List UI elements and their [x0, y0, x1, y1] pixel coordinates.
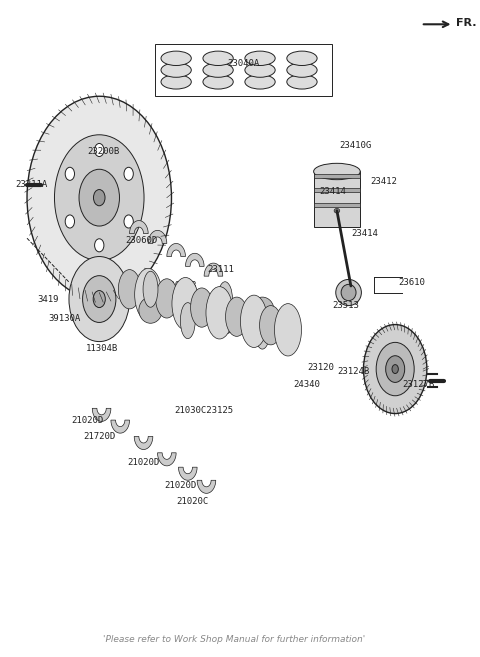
Circle shape [363, 325, 427, 413]
Text: 23412: 23412 [370, 177, 397, 186]
Ellipse shape [156, 279, 178, 318]
Text: 23124B: 23124B [337, 367, 370, 376]
Text: 39130A: 39130A [48, 314, 81, 323]
Text: 23414: 23414 [319, 187, 346, 196]
Ellipse shape [217, 282, 232, 318]
Ellipse shape [245, 63, 275, 78]
Polygon shape [157, 453, 176, 466]
FancyBboxPatch shape [313, 171, 360, 227]
Ellipse shape [203, 75, 233, 89]
Ellipse shape [139, 297, 162, 323]
Ellipse shape [313, 164, 360, 179]
Ellipse shape [161, 75, 192, 89]
Polygon shape [204, 263, 223, 276]
Ellipse shape [214, 307, 237, 334]
Ellipse shape [161, 63, 192, 78]
Text: 21030C23125: 21030C23125 [175, 406, 234, 415]
Circle shape [93, 290, 105, 307]
Text: 21020C: 21020C [176, 497, 209, 507]
Circle shape [124, 215, 133, 228]
Ellipse shape [251, 297, 274, 323]
Ellipse shape [206, 286, 233, 339]
Ellipse shape [245, 51, 275, 66]
Ellipse shape [203, 51, 233, 66]
Bar [313, 203, 360, 207]
Polygon shape [179, 467, 197, 480]
Text: 3419: 3419 [37, 294, 59, 304]
Ellipse shape [287, 51, 317, 66]
Text: 23414: 23414 [351, 229, 378, 238]
Text: 21020D: 21020D [127, 458, 160, 467]
Polygon shape [197, 480, 216, 493]
Polygon shape [134, 436, 153, 449]
FancyBboxPatch shape [155, 44, 332, 97]
Text: 23060B: 23060B [165, 281, 197, 290]
Ellipse shape [287, 75, 317, 89]
Circle shape [79, 170, 120, 226]
Text: 23127B: 23127B [402, 380, 434, 388]
Circle shape [69, 256, 130, 342]
Text: 11304B: 11304B [85, 344, 118, 353]
Text: 21720D: 21720D [83, 432, 115, 441]
Text: 23060B: 23060B [188, 301, 220, 310]
Circle shape [83, 276, 116, 323]
Bar [313, 174, 360, 178]
Text: 23060B: 23060B [204, 317, 237, 327]
Ellipse shape [334, 208, 340, 213]
Ellipse shape [180, 303, 195, 338]
Text: 23200B: 23200B [88, 147, 120, 156]
Ellipse shape [226, 297, 248, 336]
Polygon shape [148, 231, 167, 244]
Circle shape [376, 342, 414, 396]
Ellipse shape [255, 313, 270, 349]
Polygon shape [130, 221, 148, 234]
Text: 21020D: 21020D [165, 481, 197, 490]
Ellipse shape [161, 51, 192, 66]
Ellipse shape [119, 269, 141, 309]
Polygon shape [167, 244, 185, 256]
Circle shape [94, 189, 105, 206]
Ellipse shape [143, 271, 158, 307]
Ellipse shape [135, 268, 162, 321]
Circle shape [385, 355, 405, 382]
Circle shape [392, 365, 398, 374]
Text: 23060D: 23060D [125, 236, 157, 244]
Text: 21020D: 21020D [72, 416, 104, 424]
Ellipse shape [260, 306, 282, 345]
Text: 23040A: 23040A [228, 59, 260, 68]
Polygon shape [111, 420, 130, 433]
Text: 23513: 23513 [333, 301, 360, 310]
Circle shape [65, 168, 74, 181]
Ellipse shape [176, 286, 200, 313]
Circle shape [124, 168, 133, 181]
Circle shape [65, 215, 74, 228]
Text: 23120: 23120 [307, 363, 334, 373]
Circle shape [27, 97, 171, 299]
Text: 23111: 23111 [207, 265, 234, 274]
Ellipse shape [240, 295, 267, 348]
Ellipse shape [341, 284, 356, 301]
Text: 24340: 24340 [293, 380, 320, 388]
Ellipse shape [203, 63, 233, 78]
Circle shape [95, 238, 104, 252]
Polygon shape [92, 408, 111, 421]
Ellipse shape [287, 63, 317, 78]
Text: FR.: FR. [456, 18, 476, 28]
Ellipse shape [245, 75, 275, 89]
Polygon shape [185, 254, 204, 266]
Circle shape [95, 143, 104, 156]
Text: 23410G: 23410G [339, 141, 372, 150]
Ellipse shape [172, 277, 199, 330]
Circle shape [54, 135, 144, 261]
Ellipse shape [336, 279, 361, 306]
Text: 'Please refer to Work Shop Manual for further information': 'Please refer to Work Shop Manual for fu… [103, 635, 366, 644]
Text: 23610: 23610 [398, 278, 425, 287]
Ellipse shape [191, 288, 213, 327]
Bar [313, 189, 360, 193]
Ellipse shape [275, 304, 301, 356]
Text: 23311A: 23311A [15, 180, 48, 189]
